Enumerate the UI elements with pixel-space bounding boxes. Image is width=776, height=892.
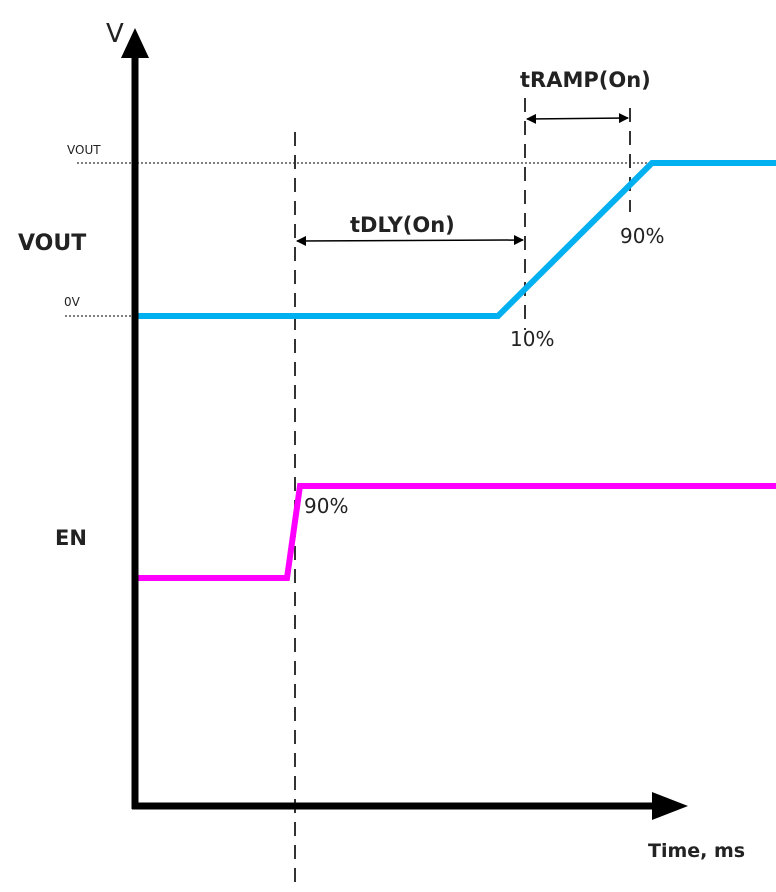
x-axis-arrow-icon	[652, 792, 688, 820]
tramp-arrow	[526, 113, 629, 124]
vout-signal-label: VOUT	[18, 231, 86, 256]
y-axis-arrow-icon	[121, 28, 149, 58]
vout-10-label: 10%	[510, 327, 554, 351]
tdly-label: tDLY(On)	[350, 213, 455, 237]
tramp-label: tRAMP(On)	[520, 68, 651, 92]
x-axis-label: Time, ms	[648, 840, 745, 862]
en-waveform	[135, 483, 776, 581]
en-90-label: 90%	[304, 494, 348, 518]
en-signal-label: EN	[55, 526, 87, 550]
zero-level-label: 0V	[64, 295, 81, 309]
y-axis-label: V	[106, 19, 124, 49]
vout-90-label: 90%	[620, 224, 664, 248]
vout-waveform	[138, 160, 776, 319]
vout-level-label: VOUT	[67, 143, 101, 157]
tdly-arrow	[296, 235, 524, 246]
